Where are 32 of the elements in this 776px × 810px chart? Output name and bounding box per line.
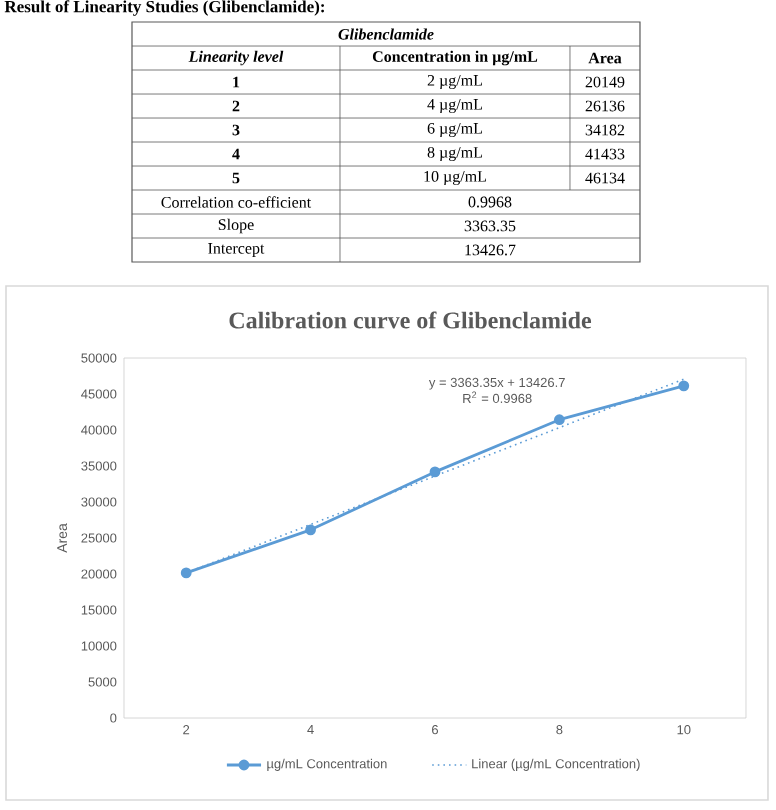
text: 4 µg/mL xyxy=(427,99,482,114)
text: 3 xyxy=(232,124,240,136)
point xyxy=(553,414,565,426)
point xyxy=(305,524,316,536)
text: 20149 xyxy=(585,76,625,88)
text: 26136 xyxy=(585,100,625,112)
text: 34182 xyxy=(585,124,625,136)
text: 10 µg/mL xyxy=(424,170,486,186)
text: 2 µg/mL xyxy=(427,74,482,90)
text: 5 xyxy=(232,172,240,184)
text: 6 µg/mL xyxy=(427,122,482,138)
text: 1 xyxy=(233,76,240,88)
text: Area xyxy=(588,52,622,64)
text: Result of Linearity Studies (Glibenclamide): xyxy=(4,0,324,16)
text: 8 µg/mL xyxy=(427,146,482,162)
point xyxy=(429,466,441,478)
text: 3363.35 xyxy=(464,220,516,232)
text: Correlation co-efficient xyxy=(161,196,312,208)
text: 2 xyxy=(232,100,240,112)
text: 41433 xyxy=(585,148,625,160)
text: Concentration in µg/mL xyxy=(372,50,538,66)
text: Linearity level xyxy=(188,50,284,66)
point xyxy=(180,567,192,579)
text: Slope xyxy=(218,218,254,234)
text: 46134 xyxy=(585,172,625,184)
text: 4 xyxy=(232,148,240,160)
text: Intercept xyxy=(208,243,265,257)
chart-title: Calibration curve of Glibenclamide xyxy=(229,311,592,329)
text: 0.9968 xyxy=(468,196,512,208)
point xyxy=(678,380,690,392)
text: Glibenclamide xyxy=(338,28,434,40)
text: 13426.7 xyxy=(465,244,516,256)
